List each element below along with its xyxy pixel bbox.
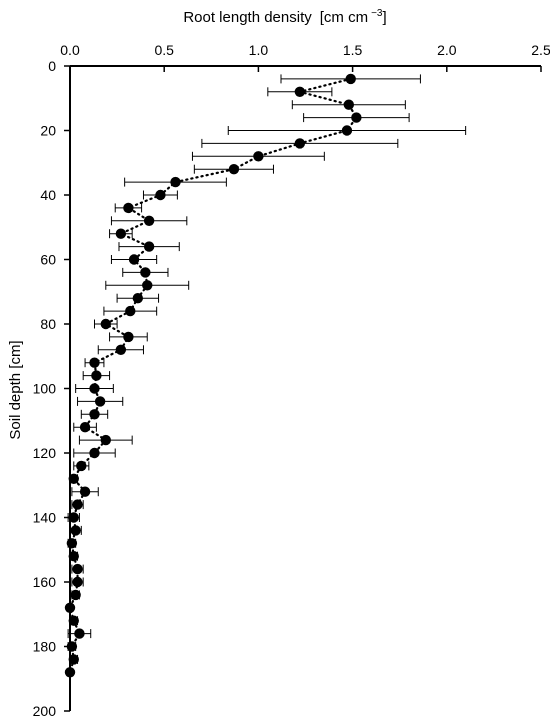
data-point (72, 576, 83, 588)
data-point (253, 151, 264, 162)
y-tick-label: 40 (40, 187, 56, 203)
data-points (64, 73, 362, 678)
y-tick-label: 180 (33, 639, 57, 655)
data-point (155, 189, 166, 201)
data-point (343, 99, 355, 110)
data-point (74, 628, 85, 639)
data-point (125, 305, 136, 317)
data-point (89, 447, 100, 459)
data-point (123, 331, 134, 343)
data-point (64, 602, 76, 613)
data-point (79, 486, 91, 497)
data-point (89, 383, 100, 394)
data-point (351, 112, 362, 123)
y-tick-label: 0 (48, 58, 56, 74)
data-point (115, 344, 127, 355)
y-tick-label: 160 (33, 574, 57, 590)
x-axis-title-unit: [cm cm (320, 9, 368, 26)
data-point (128, 254, 140, 265)
data-point (68, 654, 79, 665)
data-point (294, 138, 306, 149)
data-point (89, 357, 100, 368)
x-axis-title: Root length density [cm cm −3] (183, 8, 386, 26)
data-point (66, 641, 78, 652)
y-tick-label: 20 (40, 123, 56, 139)
series-connector-line (68, 77, 358, 674)
x-tick-label: 1.5 (343, 42, 363, 58)
dotted-connector (68, 77, 358, 674)
data-point (76, 460, 87, 472)
data-point (100, 318, 111, 330)
data-point (68, 473, 79, 484)
data-point (132, 293, 144, 304)
y-axis-title: Soil depth [cm] (7, 340, 24, 439)
y-axis: 0 20 40 60 80 100 120 140 160 180 200 (33, 58, 71, 719)
x-axis-title-text: Root length density (183, 9, 312, 26)
x-tick-label: 0.5 (154, 42, 174, 58)
data-point (123, 202, 134, 214)
data-point (70, 525, 81, 536)
data-point (72, 563, 83, 575)
x-axis: 0.0 0.5 1.0 1.5 2.0 2.5 (60, 42, 550, 72)
y-tick-label: 100 (33, 381, 57, 397)
y-tick-label: 120 (33, 445, 57, 461)
data-point (72, 499, 83, 510)
data-point (79, 422, 91, 433)
data-point (66, 538, 78, 549)
data-point (91, 370, 102, 381)
x-axis-title-unit-close: ] (382, 9, 386, 26)
error-bars (67, 74, 467, 677)
data-point (68, 615, 79, 626)
x-tick-label: 2.5 (531, 42, 550, 58)
data-point (345, 73, 356, 85)
y-tick-label: 80 (40, 316, 56, 332)
x-tick-label: 0.0 (60, 42, 80, 58)
x-tick-label: 2.0 (437, 42, 457, 58)
y-tick-label: 60 (40, 252, 56, 268)
y-tick-label: 200 (33, 703, 57, 719)
data-point (143, 215, 155, 226)
data-point (64, 667, 76, 678)
data-point (142, 280, 153, 291)
data-point (68, 551, 79, 562)
y-tick-label: 140 (33, 510, 57, 526)
data-point (143, 241, 155, 252)
data-point (70, 589, 81, 601)
x-tick-label: 1.0 (249, 42, 269, 58)
x-axis-title-unit-exponent: −3 (371, 8, 383, 19)
data-point (94, 396, 106, 407)
data-point (170, 176, 181, 188)
data-point (341, 125, 353, 136)
data-point (140, 267, 151, 278)
data-point (228, 164, 240, 175)
data-point (115, 228, 127, 239)
data-point (100, 434, 111, 446)
data-point (68, 512, 79, 523)
data-point (294, 86, 306, 98)
data-point (89, 409, 100, 420)
